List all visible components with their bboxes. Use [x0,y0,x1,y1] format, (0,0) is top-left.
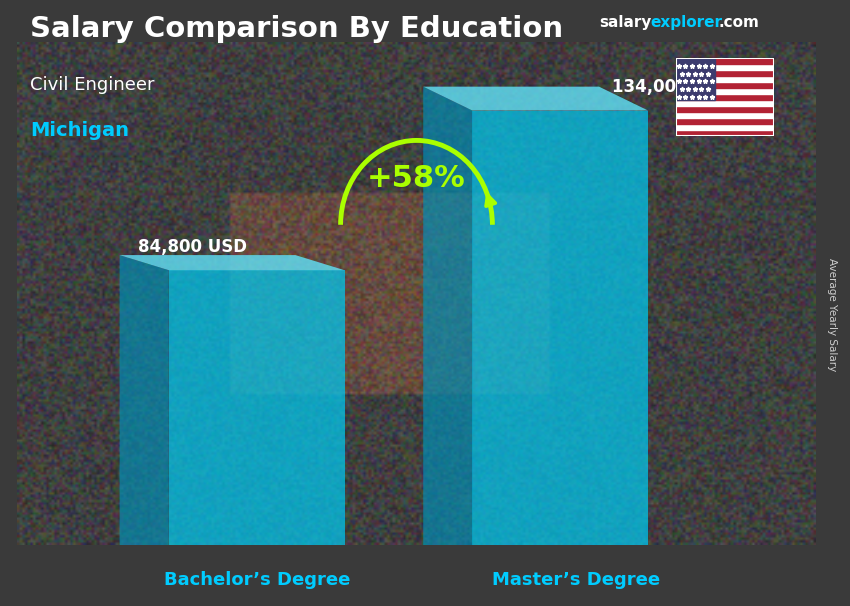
Bar [676,100,774,106]
Bar [676,124,774,130]
Bar [676,64,774,70]
Polygon shape [473,110,649,545]
Text: explorer: explorer [650,15,722,30]
Bar [676,118,774,124]
Bar [676,130,774,136]
Text: Average Yearly Salary: Average Yearly Salary [827,259,837,371]
Polygon shape [423,87,649,110]
Polygon shape [120,255,169,545]
Text: Michigan: Michigan [30,121,128,140]
Polygon shape [423,87,473,545]
Text: .com: .com [718,15,759,30]
Bar [676,58,774,64]
Text: salary: salary [599,15,652,30]
Text: +58%: +58% [367,164,466,193]
Bar [676,94,774,100]
Polygon shape [169,270,344,545]
Bar [676,58,715,100]
Text: Salary Comparison By Education: Salary Comparison By Education [30,15,563,43]
Text: 84,800 USD: 84,800 USD [139,238,247,256]
Bar [676,88,774,94]
Bar [676,82,774,88]
Text: Civil Engineer: Civil Engineer [30,76,154,94]
Bar [676,76,774,82]
Text: Bachelor’s Degree: Bachelor’s Degree [163,571,350,590]
Polygon shape [120,255,344,270]
Text: Master’s Degree: Master’s Degree [492,571,660,590]
Bar [676,106,774,112]
Bar [676,112,774,118]
Bar [676,70,774,76]
Text: 134,000 USD: 134,000 USD [612,78,733,96]
